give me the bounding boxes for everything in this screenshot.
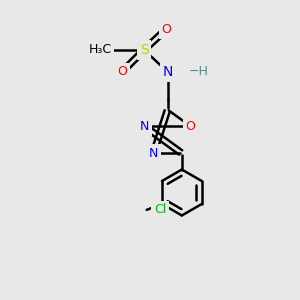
Text: N: N bbox=[140, 120, 149, 133]
Text: O: O bbox=[186, 120, 196, 133]
Text: Cl: Cl bbox=[154, 203, 166, 216]
Text: H₃C: H₃C bbox=[88, 44, 112, 56]
Text: −H: −H bbox=[188, 65, 208, 79]
Text: S: S bbox=[140, 43, 148, 57]
Text: N: N bbox=[149, 147, 158, 160]
Text: N: N bbox=[163, 65, 173, 79]
Text: O: O bbox=[161, 23, 171, 36]
Text: O: O bbox=[117, 65, 127, 79]
